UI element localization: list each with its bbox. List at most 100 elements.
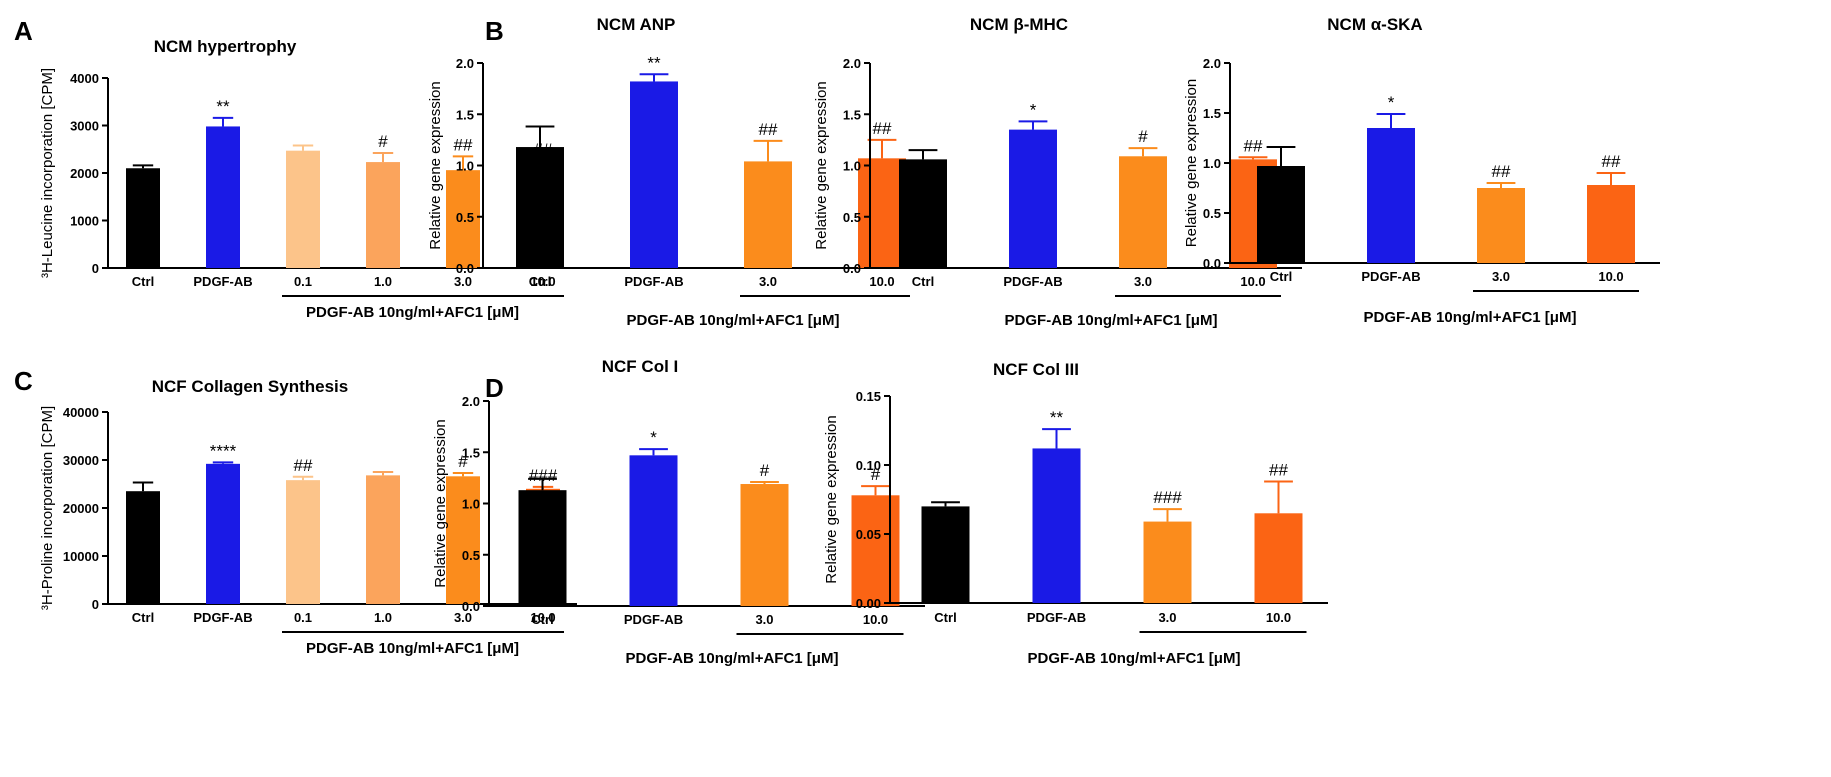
category-label: 0.1 [294, 610, 312, 625]
group-label: PDGF-AB 10ng/ml+AFC1 [μM] [626, 650, 839, 667]
bar-pdgf-ab [629, 455, 678, 606]
category-label: Ctrl [132, 610, 154, 625]
y-tick-label: 2.0 [462, 394, 480, 409]
y-tick-label: 1.5 [456, 107, 474, 122]
y-tick-label: 1.0 [456, 159, 474, 174]
bar-pdgf-ab [206, 463, 240, 604]
y-tick-label: 30000 [63, 453, 99, 468]
category-label: 3.0 [755, 612, 773, 627]
chart-title: NCF Col I [602, 357, 679, 376]
y-tick-label: 10000 [63, 549, 99, 564]
significance-marker: # [760, 461, 770, 480]
y-tick-label: 0.5 [456, 210, 474, 225]
significance-marker: ### [1153, 488, 1182, 507]
category-label: 3.0 [759, 274, 777, 289]
y-tick-label: 0.5 [1203, 206, 1221, 221]
y-tick-label: 0.00 [856, 596, 881, 611]
category-label: 3.0 [454, 610, 472, 625]
y-axis-label: Relative gene expression [432, 419, 449, 587]
bar-pdgf-ab [630, 81, 678, 268]
significance-marker: * [650, 428, 657, 447]
significance-marker: ## [294, 456, 313, 475]
significance-marker: ## [1269, 461, 1288, 480]
category-label: Ctrl [531, 612, 553, 627]
significance-marker: ** [216, 97, 230, 116]
panel-letter-b: B [485, 16, 504, 46]
y-tick-label: 0 [92, 261, 99, 276]
y-axis-label: ³H-Proline incorporation [CPM] [39, 406, 56, 610]
category-label: Ctrl [1270, 269, 1292, 284]
bar-ctrl [126, 491, 160, 604]
y-axis-label: Relative gene expression [823, 415, 840, 583]
bar-1.0 [366, 475, 400, 604]
bar-10.0 [1254, 513, 1303, 603]
bar-3.0 [1119, 156, 1167, 268]
category-label: 0.1 [294, 274, 312, 289]
significance-marker: ## [454, 135, 473, 154]
category-label: 1.0 [374, 610, 392, 625]
group-label: PDGF-AB 10ng/ml+AFC1 [μM] [1028, 650, 1241, 667]
chart-5: NCF Collagen Synthesis 0 10000 20000 30000 40… [39, 377, 577, 657]
y-axis-label: Relative gene expression [427, 81, 444, 249]
category-label: 10.0 [1240, 274, 1265, 289]
significance-marker: ** [647, 53, 661, 72]
panel-letter-c: C [14, 366, 33, 396]
chart-7: NCF Col III 0.00 0.05 0.10 0.15 Relative gene… [823, 360, 1328, 667]
y-tick-label: 0.15 [856, 389, 881, 404]
bar-1.0 [366, 162, 400, 268]
y-tick-label: 0.10 [856, 458, 881, 473]
y-tick-label: 1.5 [1203, 106, 1221, 121]
significance-marker: ### [529, 466, 558, 485]
bar-pdgf-ab [1009, 129, 1057, 268]
category-label: 10.0 [863, 612, 888, 627]
y-tick-label: 0.05 [856, 527, 881, 542]
category-label: 1.0 [374, 274, 392, 289]
significance-marker: ## [759, 120, 778, 139]
category-label: Ctrl [529, 274, 551, 289]
category-label: Ctrl [912, 274, 934, 289]
y-tick-label: 1.0 [462, 497, 480, 512]
y-tick-label: 0.5 [462, 548, 480, 563]
bar-3.0 [446, 476, 480, 604]
bar-pdgf-ab [1367, 128, 1415, 263]
significance-marker: # [1138, 127, 1148, 146]
significance-marker: # [378, 132, 388, 151]
significance-marker: * [1388, 93, 1395, 112]
chart-title: NCM α-SKA [1327, 15, 1422, 34]
category-label: PDGF-AB [624, 274, 683, 289]
y-tick-label: 2.0 [843, 56, 861, 71]
significance-marker: * [1030, 100, 1037, 119]
bar-ctrl [899, 159, 947, 268]
group-label: PDGF-AB 10ng/ml+AFC1 [μM] [1005, 312, 1218, 329]
category-label: 10.0 [1598, 269, 1623, 284]
group-label: PDGF-AB 10ng/ml+AFC1 [μM] [627, 312, 840, 329]
group-label: PDGF-AB 10ng/ml+AFC1 [μM] [306, 640, 519, 657]
significance-marker: ## [873, 119, 892, 138]
category-label: PDGF-AB [193, 274, 252, 289]
bar-10.0 [858, 158, 906, 268]
y-tick-label: 3000 [70, 119, 99, 134]
y-tick-label: 0.5 [843, 210, 861, 225]
category-label: 10.0 [1266, 610, 1291, 625]
significance-marker: # [458, 452, 468, 471]
category-label: Ctrl [132, 274, 154, 289]
y-tick-label: 40000 [63, 405, 99, 420]
bar-ctrl [1257, 166, 1305, 263]
y-tick-label: 2000 [70, 166, 99, 181]
bar-ctrl [126, 168, 160, 268]
category-label: 3.0 [1134, 274, 1152, 289]
bar-ctrl [518, 490, 567, 606]
bar-3.0 [1477, 188, 1525, 263]
significance-marker: ## [1492, 162, 1511, 181]
y-tick-label: 2.0 [456, 56, 474, 71]
bar-0.1 [286, 150, 320, 268]
chart-title: NCM β-MHC [970, 15, 1068, 34]
bar-3.0 [740, 484, 789, 606]
category-label: 10.0 [869, 274, 894, 289]
chart-title: NCM ANP [597, 15, 676, 34]
y-tick-label: 0.0 [1203, 256, 1221, 271]
chart-title: NCF Collagen Synthesis [152, 377, 348, 396]
bar-0.1 [286, 480, 320, 604]
